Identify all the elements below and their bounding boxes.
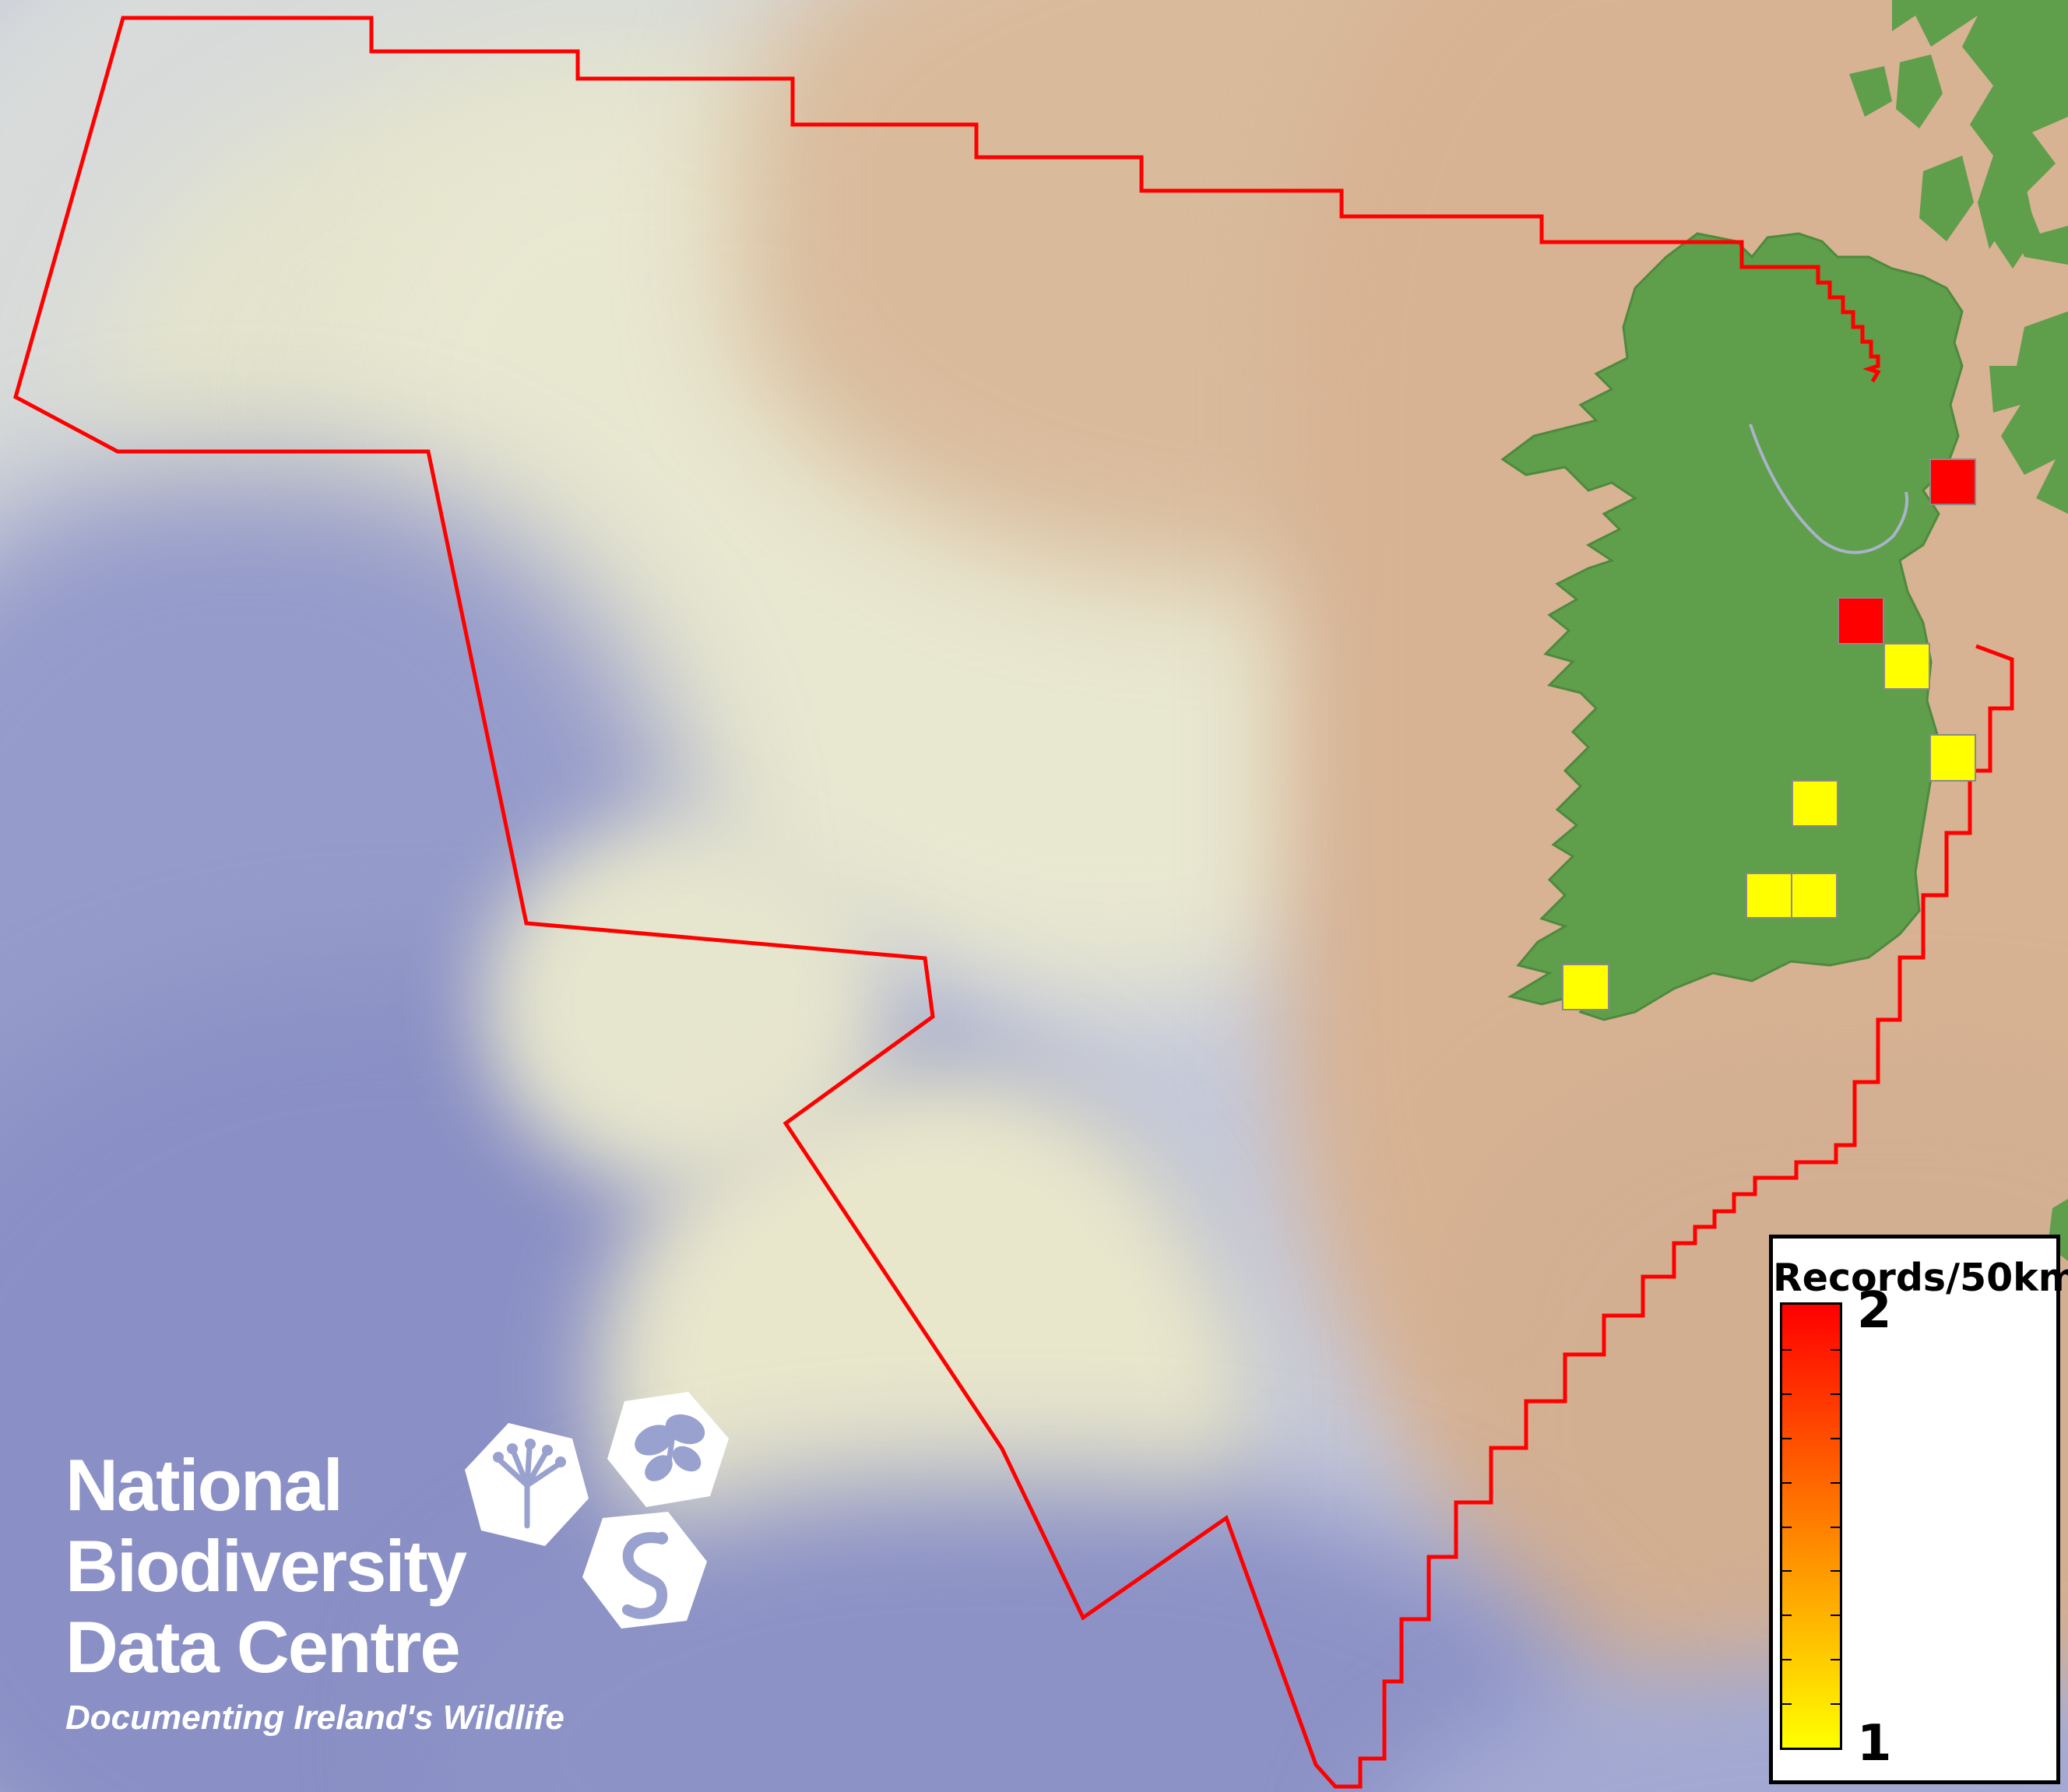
legend-max-label: 2 bbox=[1857, 1282, 1892, 1340]
butterfly-icon bbox=[607, 1392, 729, 1507]
ni-border-line bbox=[1749, 423, 1909, 554]
legend-colorbar bbox=[1780, 1302, 1842, 1750]
eez-boundary-line bbox=[13, 16, 2014, 1789]
ireland-landmass bbox=[1500, 232, 1964, 1021]
plant-icon bbox=[465, 1423, 589, 1546]
logo-line-1: National bbox=[65, 1444, 343, 1526]
colorbar-tick bbox=[1782, 1703, 1792, 1705]
colorbar-tick bbox=[1831, 1659, 1840, 1660]
record-square-value-1 bbox=[1746, 873, 1792, 919]
colorbar-tick bbox=[1831, 1438, 1840, 1439]
record-squares-layer bbox=[1562, 459, 1976, 1010]
record-square-value-1 bbox=[1791, 873, 1838, 919]
logo-hexagons bbox=[465, 1392, 729, 1629]
colorbar-tick bbox=[1782, 1482, 1792, 1484]
colorbar-tick bbox=[1782, 1659, 1792, 1660]
colorbar-tick bbox=[1782, 1527, 1792, 1528]
colorbar-tick bbox=[1782, 1349, 1792, 1351]
colorbar-tick bbox=[1831, 1615, 1840, 1616]
record-square-value-1 bbox=[1562, 964, 1609, 1010]
seahorse-icon bbox=[582, 1512, 707, 1629]
record-square-value-1 bbox=[1792, 780, 1838, 827]
logo-tagline: Documenting Ireland's Wildlife bbox=[65, 1699, 564, 1737]
galloway-landmass bbox=[1989, 311, 2068, 514]
record-square-value-1 bbox=[1883, 643, 1930, 690]
colorbar-tick bbox=[1831, 1349, 1840, 1351]
colorbar-tick bbox=[1782, 1570, 1792, 1572]
legend-box: Records/50km 2 1 bbox=[1769, 1235, 2068, 1784]
colorbar-tick bbox=[1782, 1393, 1792, 1395]
colorbar-tick bbox=[1831, 1393, 1840, 1395]
colorbar-tick bbox=[1831, 1570, 1840, 1572]
record-square-value-1 bbox=[1929, 734, 1976, 782]
colorbar-tick bbox=[1831, 1527, 1840, 1528]
colorbar-tick bbox=[1831, 1703, 1840, 1705]
colorbar-tick bbox=[1782, 1438, 1792, 1439]
record-square-value-2 bbox=[1838, 597, 1884, 645]
colorbar-tick bbox=[1782, 1615, 1792, 1616]
legend-min-label: 1 bbox=[1857, 1715, 1892, 1773]
scotland-landmass bbox=[1849, 0, 2068, 269]
record-square-value-2 bbox=[1929, 459, 1976, 505]
logo-line-3: Data Centre bbox=[65, 1606, 461, 1688]
nbdc-logo: National Biodiversity Data Centre Docume… bbox=[65, 1445, 564, 1738]
colorbar-tick bbox=[1831, 1482, 1840, 1484]
logo-line-2: Biodiversity bbox=[65, 1525, 467, 1607]
legend-title: Records/50km bbox=[1773, 1256, 2068, 1300]
